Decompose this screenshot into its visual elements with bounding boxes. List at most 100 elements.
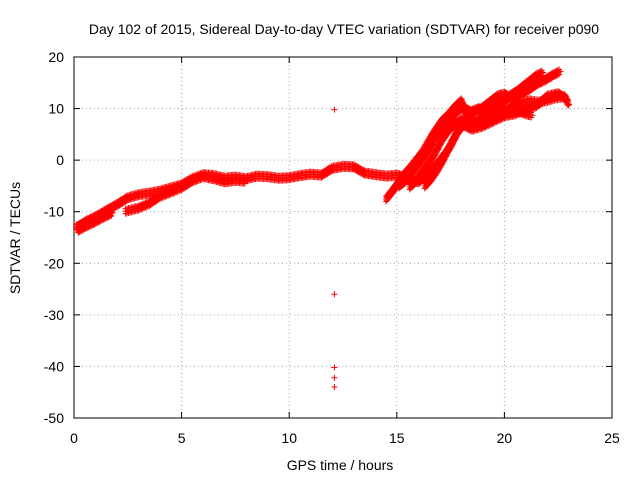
data-point <box>142 204 149 211</box>
data-point <box>123 198 130 205</box>
data-point <box>522 109 529 116</box>
data-point <box>157 195 164 202</box>
data-point <box>109 209 116 216</box>
outlier-points <box>331 106 338 391</box>
data-track <box>75 207 116 236</box>
data-point <box>563 96 570 103</box>
data-point <box>493 119 500 126</box>
outlier-point <box>331 384 338 391</box>
data-point <box>487 121 494 128</box>
data-point <box>192 179 199 186</box>
data-point <box>167 191 174 198</box>
data-point <box>537 73 544 80</box>
data-point <box>534 74 541 81</box>
data-point <box>161 194 168 201</box>
data-point <box>162 193 169 200</box>
data-point <box>481 124 488 131</box>
data-point <box>144 203 151 210</box>
data-point <box>482 124 489 131</box>
data-point <box>243 178 250 185</box>
data-point <box>455 109 462 116</box>
data-point <box>75 229 82 236</box>
plot-frame <box>73 56 613 419</box>
y-tick-label: 0 <box>56 152 64 168</box>
axis-ticks <box>73 56 613 419</box>
data-point <box>549 74 556 81</box>
data-point <box>438 162 445 169</box>
data-point <box>163 193 170 200</box>
data-track <box>73 160 422 233</box>
data-point <box>105 214 112 221</box>
data-point <box>524 108 531 115</box>
data-point <box>190 179 197 186</box>
data-track <box>421 88 570 192</box>
data-point <box>440 158 447 165</box>
chart-title: Day 102 of 2015, Sidereal Day-to-day VTE… <box>89 21 599 37</box>
data-point <box>485 123 492 130</box>
data-point <box>100 216 107 223</box>
data-point <box>108 212 115 219</box>
x-tick-label: 20 <box>497 430 513 446</box>
x-tick-label: 5 <box>178 430 186 446</box>
data-point <box>140 205 147 212</box>
data-point <box>189 180 196 187</box>
data-point <box>439 160 446 167</box>
data-point <box>454 110 461 117</box>
data-point <box>165 192 172 199</box>
x-tick-label: 15 <box>389 430 405 446</box>
y-tick-label: -30 <box>44 307 64 323</box>
y-tick-label: -50 <box>44 410 64 426</box>
data-point <box>456 109 463 116</box>
y-tick-labels: -50 -40 -30 -20 -10 0 10 20 <box>44 49 64 426</box>
x-tick-label: 10 <box>281 430 297 446</box>
data-point <box>516 111 523 118</box>
data-point <box>435 167 442 174</box>
x-tick-label: 25 <box>604 430 620 446</box>
data-point <box>530 106 537 113</box>
y-tick-label: -40 <box>44 358 64 374</box>
data-point <box>193 178 200 185</box>
y-tick-label: 20 <box>48 49 64 65</box>
data-point <box>518 110 525 117</box>
data-point <box>517 111 524 118</box>
data-point <box>441 157 448 164</box>
data-point <box>533 75 540 82</box>
data-point <box>554 72 561 79</box>
data-point <box>445 149 452 156</box>
data-point <box>520 110 527 117</box>
data-point <box>443 152 450 159</box>
data-point <box>446 146 453 153</box>
data-point <box>489 121 496 128</box>
data-point <box>552 73 559 80</box>
x-tick-label: 0 <box>70 430 78 446</box>
data-point <box>434 168 441 175</box>
data-point <box>155 196 162 203</box>
data-point <box>136 207 143 214</box>
data-point <box>171 189 178 196</box>
outlier-point <box>331 374 338 381</box>
data-point <box>565 101 572 108</box>
data-point <box>500 115 507 122</box>
y-tick-label: 10 <box>48 101 64 117</box>
data-point <box>553 72 560 79</box>
y-axis-label: SDTVAR / TECUs <box>7 182 23 294</box>
data-point <box>101 216 108 223</box>
data-point <box>196 177 203 184</box>
data-point <box>188 181 195 188</box>
data-point <box>565 102 572 109</box>
data-point <box>442 154 449 161</box>
data-point <box>174 188 181 195</box>
data-point <box>491 119 498 126</box>
data-point <box>159 194 166 201</box>
data-point <box>173 189 180 196</box>
data-point <box>457 108 464 115</box>
y-tick-label: -20 <box>44 255 64 271</box>
data-point <box>436 165 443 172</box>
data-point <box>328 168 335 175</box>
data-point <box>483 123 490 130</box>
data-point <box>169 191 176 198</box>
data-point <box>550 74 557 81</box>
outlier-point <box>331 364 338 371</box>
data-point <box>538 72 545 79</box>
